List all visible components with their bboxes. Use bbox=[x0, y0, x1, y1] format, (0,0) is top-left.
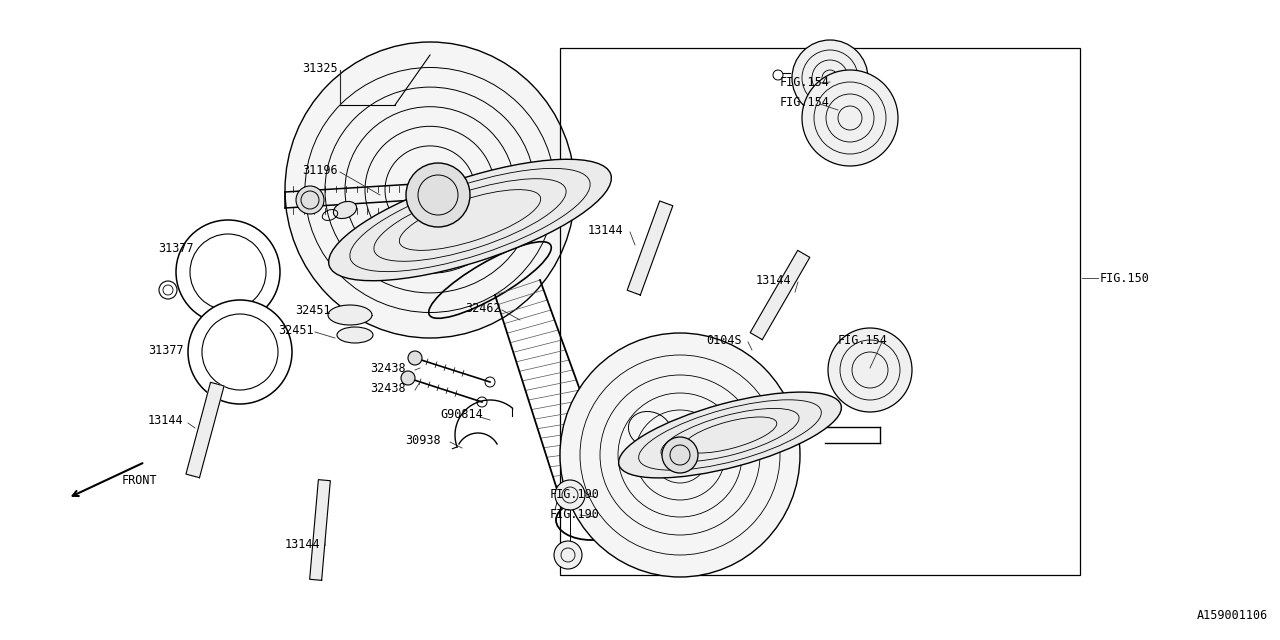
Text: 0104S: 0104S bbox=[707, 333, 741, 346]
Text: G90814: G90814 bbox=[440, 408, 483, 422]
Text: FIG.190: FIG.190 bbox=[550, 488, 600, 502]
Text: 31196: 31196 bbox=[302, 163, 338, 177]
Text: FIG.154: FIG.154 bbox=[780, 76, 829, 88]
Ellipse shape bbox=[828, 328, 911, 412]
Ellipse shape bbox=[406, 163, 470, 227]
Ellipse shape bbox=[662, 437, 698, 473]
Polygon shape bbox=[310, 479, 330, 580]
Polygon shape bbox=[750, 250, 810, 340]
Bar bbox=[561, 48, 1080, 575]
Text: A159001106: A159001106 bbox=[1197, 609, 1268, 622]
Text: FIG.154: FIG.154 bbox=[838, 333, 888, 346]
Ellipse shape bbox=[561, 333, 800, 577]
Polygon shape bbox=[186, 382, 224, 477]
Ellipse shape bbox=[408, 351, 422, 365]
Ellipse shape bbox=[159, 281, 177, 299]
Ellipse shape bbox=[333, 202, 357, 219]
Ellipse shape bbox=[337, 327, 372, 343]
Text: 32451: 32451 bbox=[278, 323, 314, 337]
Text: 13144: 13144 bbox=[588, 223, 623, 237]
Ellipse shape bbox=[188, 300, 292, 404]
Text: 32462: 32462 bbox=[465, 301, 500, 314]
Ellipse shape bbox=[792, 40, 868, 116]
Ellipse shape bbox=[328, 305, 372, 325]
Text: 13144: 13144 bbox=[756, 273, 791, 287]
Text: 32451: 32451 bbox=[294, 303, 330, 317]
Text: FIG.154: FIG.154 bbox=[780, 95, 829, 109]
Text: 30938: 30938 bbox=[404, 433, 440, 447]
Text: 13144: 13144 bbox=[285, 538, 320, 552]
Ellipse shape bbox=[803, 70, 899, 166]
Ellipse shape bbox=[177, 220, 280, 324]
Text: FIG.150: FIG.150 bbox=[1100, 271, 1149, 285]
Text: 31325: 31325 bbox=[302, 61, 338, 74]
Ellipse shape bbox=[618, 392, 841, 478]
Ellipse shape bbox=[285, 42, 575, 338]
Ellipse shape bbox=[556, 480, 585, 510]
Ellipse shape bbox=[554, 541, 582, 569]
Text: 32438: 32438 bbox=[370, 381, 406, 394]
Ellipse shape bbox=[329, 159, 612, 281]
Text: 31377: 31377 bbox=[157, 241, 193, 255]
Text: FIG.190: FIG.190 bbox=[550, 509, 600, 522]
Text: 13144: 13144 bbox=[148, 413, 183, 426]
Text: 31377: 31377 bbox=[148, 344, 183, 356]
Ellipse shape bbox=[773, 70, 783, 80]
Text: FRONT: FRONT bbox=[122, 474, 157, 486]
Polygon shape bbox=[627, 201, 673, 295]
Ellipse shape bbox=[401, 371, 415, 385]
Ellipse shape bbox=[296, 186, 324, 214]
Text: 32438: 32438 bbox=[370, 362, 406, 374]
